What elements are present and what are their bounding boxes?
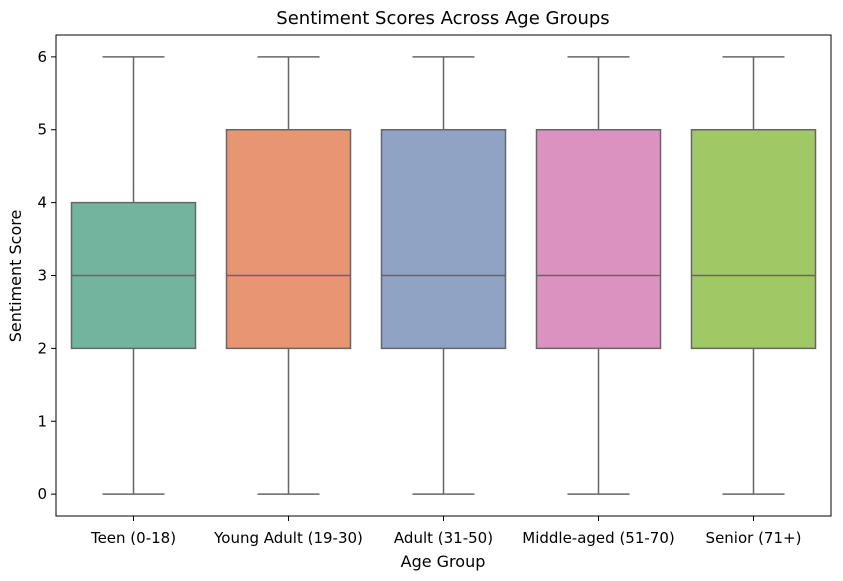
y-tick-label: 0: [37, 485, 47, 503]
box-group: [535, 56, 662, 495]
plot-area: [70, 56, 817, 495]
box-group: [380, 56, 507, 495]
iqr-box: [225, 128, 352, 350]
x-axis-label: Age Group: [401, 552, 486, 571]
y-axis: 0 1 2 3 4 5 6: [37, 48, 56, 503]
y-tick-label: 1: [37, 412, 47, 430]
box-group: [225, 56, 352, 495]
y-tick-label: 6: [37, 48, 47, 66]
x-axis: Teen (0-18) Young Adult (19-30) Adult (31-…: [90, 516, 802, 547]
x-tick-label: Teen (0-18): [90, 529, 176, 547]
iqr-box: [690, 128, 817, 350]
x-tick-label: Middle-aged (51-70): [522, 529, 674, 547]
box-group: [70, 56, 197, 495]
iqr-box: [535, 128, 662, 350]
iqr-box: [380, 128, 507, 350]
y-tick-label: 3: [37, 267, 47, 285]
x-tick-label: Adult (31-50): [394, 529, 493, 547]
y-tick-label: 2: [37, 339, 47, 357]
x-tick-label: Young Adult (19-30): [213, 529, 363, 547]
chart-title: Sentiment Scores Across Age Groups: [276, 8, 609, 29]
y-tick-label: 4: [37, 194, 47, 212]
box-group: [690, 56, 817, 495]
x-tick-label: Senior (71+): [706, 529, 802, 547]
y-axis-label: Sentiment Score: [6, 210, 25, 343]
y-tick-label: 5: [37, 121, 47, 139]
